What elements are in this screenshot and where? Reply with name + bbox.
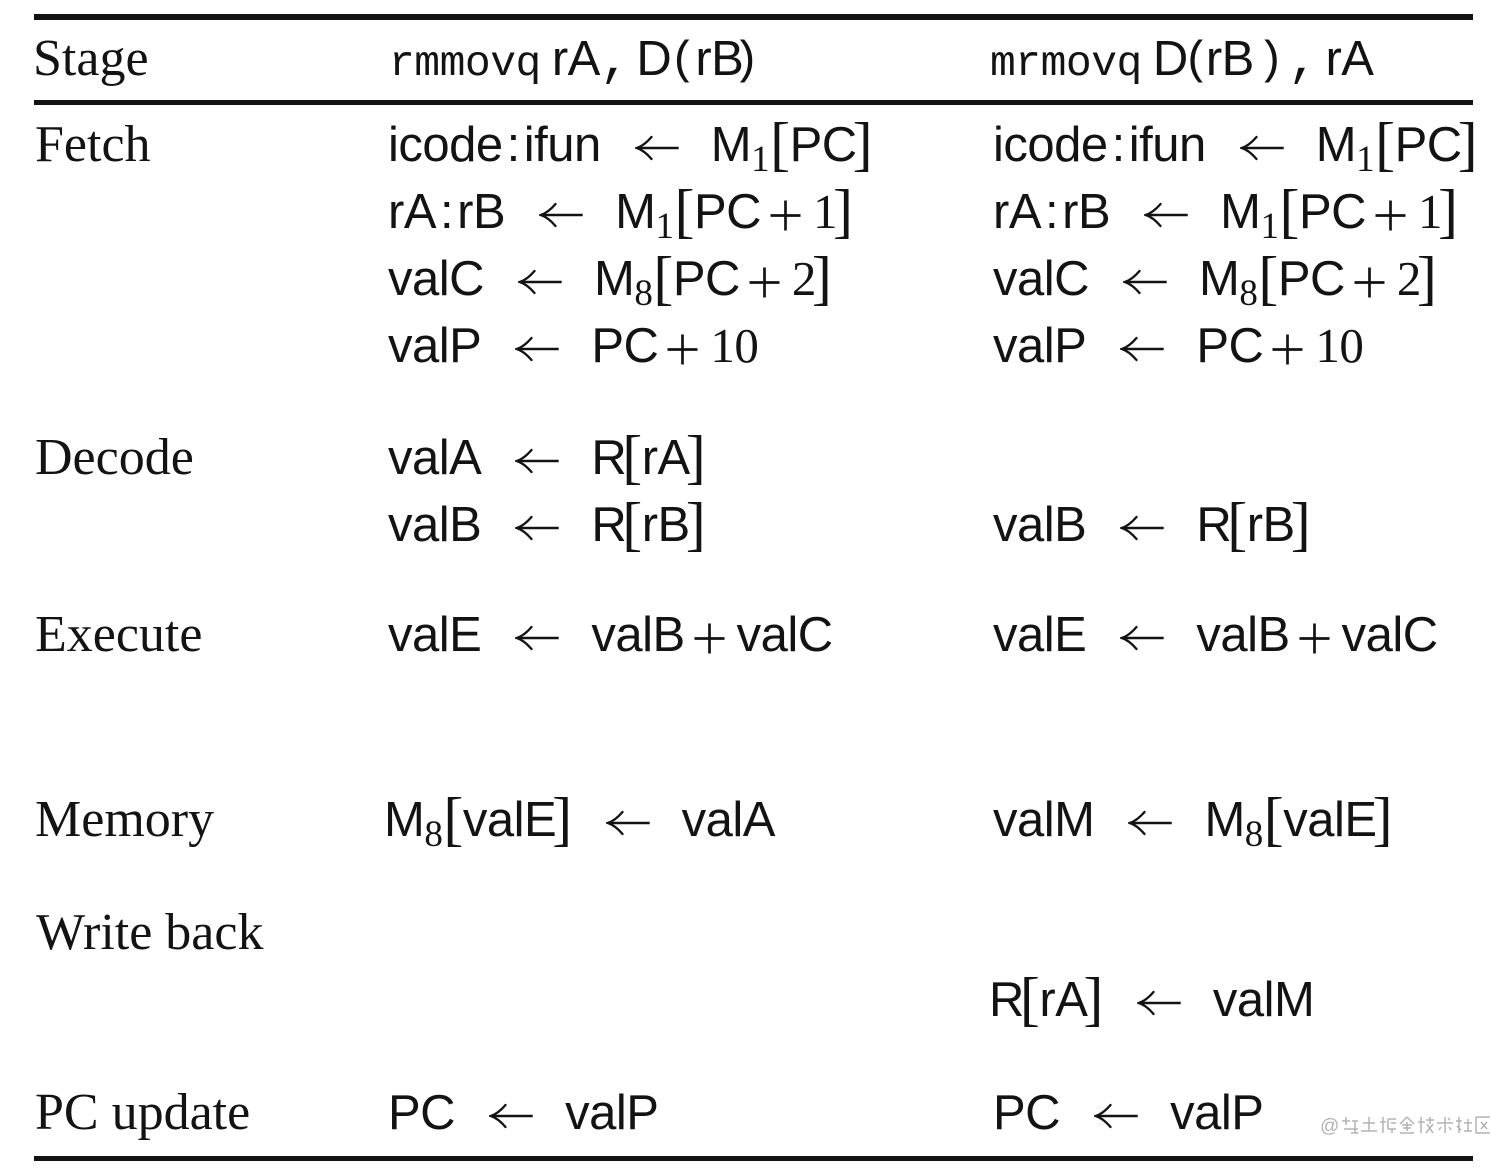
svg-text:@: @ xyxy=(1320,1116,1339,1137)
